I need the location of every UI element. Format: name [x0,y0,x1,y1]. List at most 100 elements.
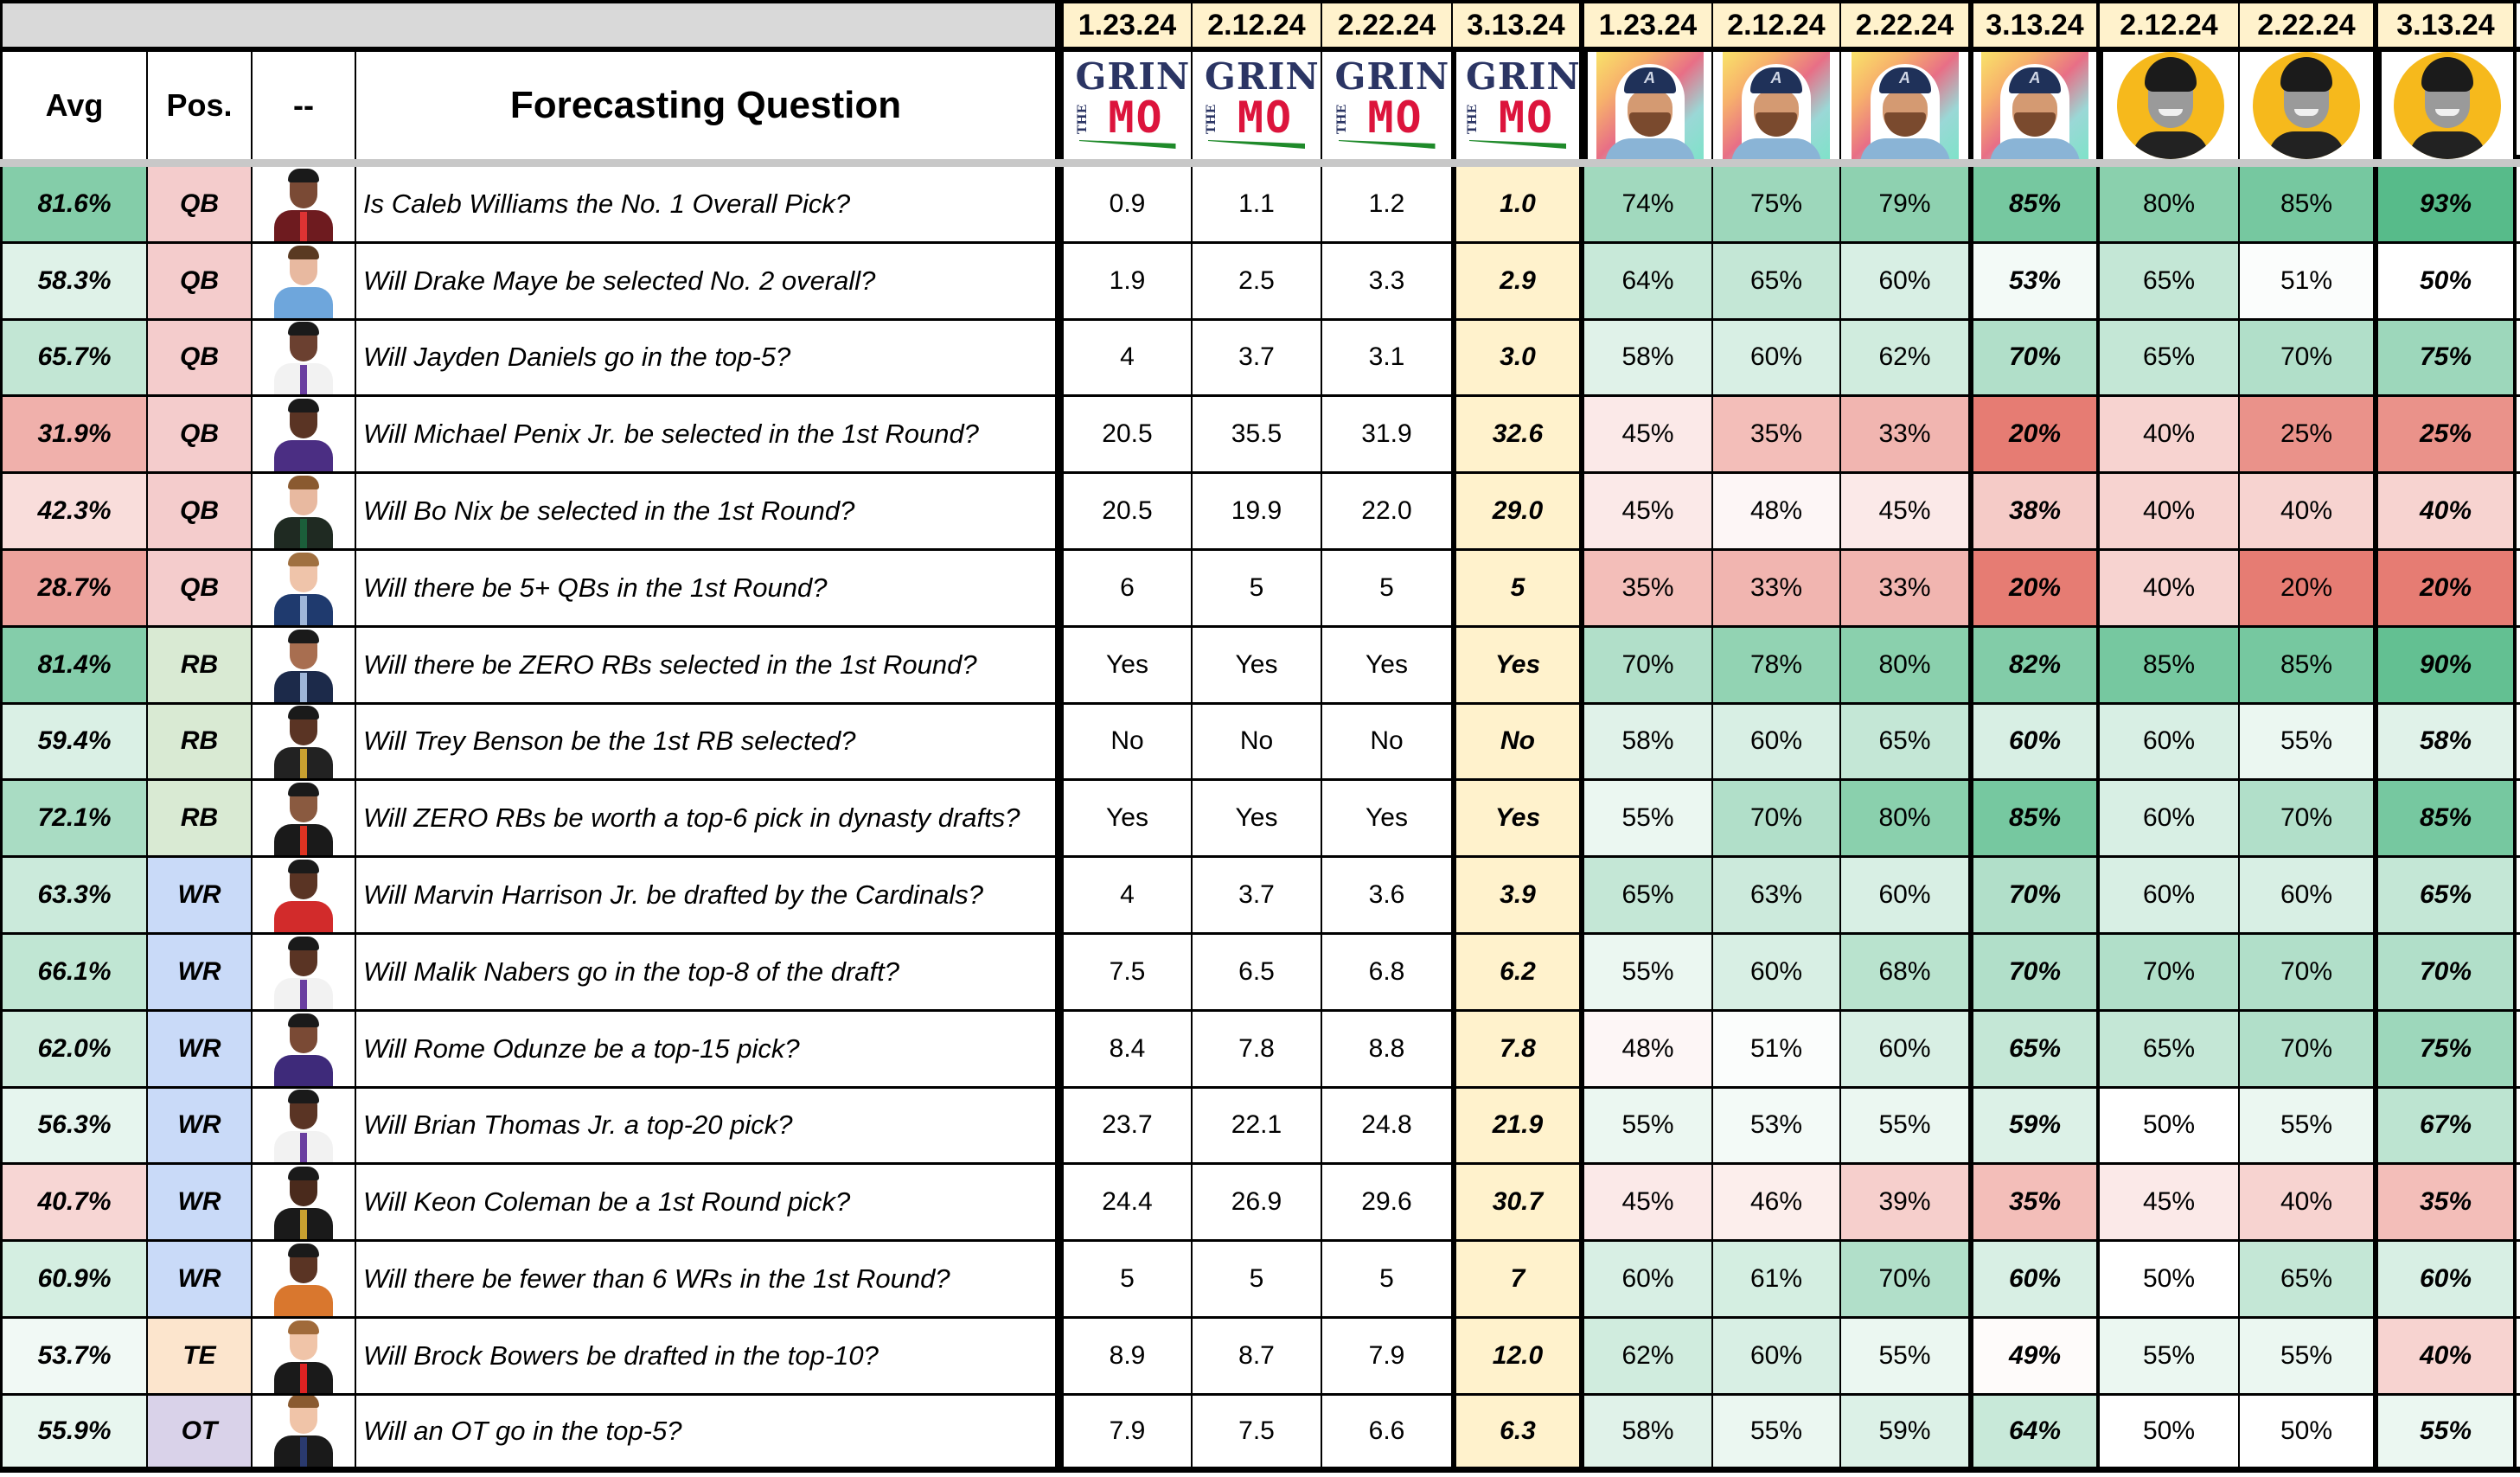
grin-estimate-cell[interactable]: 6.6 [1322,1395,1453,1467]
forecaster-c-probability[interactable]: 90% [2378,627,2517,702]
forecaster-b-probability[interactable]: 75% [1713,167,1841,241]
forecaster-b-probability[interactable]: 58% [1584,1395,1713,1467]
forecaster-c-probability[interactable]: 85% [2100,627,2240,702]
grin-estimate-cell[interactable]: 8.7 [1193,1318,1322,1393]
forecaster-b-probability[interactable]: 45% [1841,474,1970,548]
forecaster-b-probability[interactable]: 51% [1713,1011,1841,1086]
forecaster-b-probability[interactable]: 55% [1584,1088,1713,1163]
grin-estimate-cell[interactable]: 23.7 [1060,1088,1193,1163]
forecaster-c-probability[interactable]: 55% [2240,1318,2378,1393]
grin-estimate-cell[interactable]: 3.9 [1453,858,1584,932]
forecast-question[interactable]: Will Brian Thomas Jr. a top-20 pick? [356,1088,1060,1163]
forecaster-b-probability[interactable]: 78% [1713,627,1841,702]
grin-estimate-cell[interactable]: No [1060,704,1193,779]
forecaster-c-probability[interactable]: 40% [2378,1318,2517,1393]
grin-estimate-cell[interactable]: 22.0 [1322,474,1453,548]
forecaster-c-probability[interactable]: 50% [2240,1395,2378,1467]
grin-estimate-cell[interactable]: 35.5 [1193,397,1322,472]
forecaster-c-probability[interactable]: 50% [2378,243,2517,318]
forecaster-b-probability[interactable]: 55% [1584,781,1713,856]
forecaster-avatar-cell[interactable] [2378,52,2517,159]
grin-estimate-cell[interactable]: No [1453,704,1584,779]
forecaster-c-probability[interactable]: 20% [2378,550,2517,625]
forecaster-c-probability[interactable]: 60% [2240,858,2378,932]
forecast-question[interactable]: Will Drake Maye be selected No. 2 overal… [356,243,1060,318]
grin-estimate-cell[interactable]: 2.9 [1453,243,1584,318]
forecaster-b-probability[interactable]: 70% [1713,781,1841,856]
forecaster-avatar-cell[interactable]: A [1970,52,2100,159]
forecast-question[interactable]: Will Marvin Harrison Jr. be drafted by t… [356,858,1060,932]
forecaster-c-probability[interactable]: 65% [2100,1011,2240,1086]
forecaster-b-probability[interactable]: 38% [1970,474,2100,548]
grin-estimate-cell[interactable]: 3.6 [1322,858,1453,932]
grin-estimate-cell[interactable]: 2.5 [1193,243,1322,318]
grin-estimate-cell[interactable]: No [1322,704,1453,779]
grin-estimate-cell[interactable]: Yes [1453,781,1584,856]
forecast-question[interactable]: Will Rome Odunze be a top-15 pick? [356,1011,1060,1086]
forecaster-b-probability[interactable]: 70% [1584,627,1713,702]
forecaster-b-probability[interactable]: 60% [1584,1242,1713,1316]
grin-estimate-cell[interactable]: 5 [1453,550,1584,625]
forecaster-avatar-cell[interactable]: GRIN THE MO [1060,52,1193,159]
forecast-question[interactable]: Will Malik Nabers go in the top-8 of the… [356,934,1060,1009]
forecaster-b-probability[interactable]: 58% [1584,320,1713,395]
grin-estimate-cell[interactable]: Yes [1322,627,1453,702]
forecaster-b-probability[interactable]: 59% [1970,1088,2100,1163]
forecaster-b-probability[interactable]: 65% [1713,243,1841,318]
forecaster-c-probability[interactable]: 51% [2240,243,2378,318]
forecaster-b-probability[interactable]: 53% [1970,243,2100,318]
grin-estimate-cell[interactable]: 1.0 [1453,167,1584,241]
date-header[interactable]: 3.13.24 [1970,3,2100,47]
position-header[interactable]: Pos. [148,52,253,159]
forecast-question[interactable]: Will Bo Nix be selected in the 1st Round… [356,474,1060,548]
forecaster-b-probability[interactable]: 64% [1970,1395,2100,1467]
forecaster-avatar-cell[interactable]: A [1713,52,1841,159]
forecaster-c-probability[interactable]: 20% [2240,550,2378,625]
forecaster-c-probability[interactable]: 55% [2378,1395,2517,1467]
forecaster-c-probability[interactable]: 85% [2240,627,2378,702]
grin-estimate-cell[interactable]: 29.0 [1453,474,1584,548]
grin-estimate-cell[interactable]: 4 [1060,320,1193,395]
forecast-question[interactable]: Will Michael Penix Jr. be selected in th… [356,397,1060,472]
date-header[interactable]: 2.12.24 [2100,3,2240,47]
forecast-question[interactable]: Will an OT go in the top-5? [356,1395,1060,1467]
forecaster-c-probability[interactable]: 65% [2100,243,2240,318]
grin-estimate-cell[interactable]: 32.6 [1453,397,1584,472]
forecaster-c-probability[interactable]: 40% [2100,474,2240,548]
grin-estimate-cell[interactable]: 3.7 [1193,320,1322,395]
grin-estimate-cell[interactable]: 3.3 [1322,243,1453,318]
question-header[interactable]: Forecasting Question [356,52,1060,159]
forecaster-c-probability[interactable]: 40% [2240,1165,2378,1240]
forecast-question[interactable]: Is Caleb Williams the No. 1 Overall Pick… [356,167,1060,241]
date-header[interactable]: 2.22.24 [2240,3,2378,47]
date-header[interactable]: 3.13.24 [1453,3,1584,47]
grin-estimate-cell[interactable]: 21.9 [1453,1088,1584,1163]
forecaster-avatar-cell[interactable] [2240,52,2378,159]
grin-estimate-cell[interactable]: 29.6 [1322,1165,1453,1240]
forecaster-b-probability[interactable]: 60% [1841,858,1970,932]
forecaster-b-probability[interactable]: 70% [1841,1242,1970,1316]
forecaster-b-probability[interactable]: 64% [1584,243,1713,318]
grin-estimate-cell[interactable]: 6 [1060,550,1193,625]
forecaster-b-probability[interactable]: 33% [1841,550,1970,625]
date-header[interactable]: 3.13.24 [2378,3,2517,47]
forecaster-b-probability[interactable]: 60% [1970,704,2100,779]
grin-estimate-cell[interactable]: 7.8 [1193,1011,1322,1086]
forecaster-b-probability[interactable]: 70% [1970,934,2100,1009]
grin-estimate-cell[interactable]: 4 [1060,858,1193,932]
grin-estimate-cell[interactable]: 3.1 [1322,320,1453,395]
forecaster-b-probability[interactable]: 60% [1970,1242,2100,1316]
grin-estimate-cell[interactable]: 1.9 [1060,243,1193,318]
grin-estimate-cell[interactable]: 19.9 [1193,474,1322,548]
grin-estimate-cell[interactable]: 30.7 [1453,1165,1584,1240]
date-header[interactable]: 1.23.24 [1584,3,1713,47]
forecaster-b-probability[interactable]: 60% [1841,243,1970,318]
forecaster-b-probability[interactable]: 55% [1841,1088,1970,1163]
forecaster-c-probability[interactable]: 25% [2378,397,2517,472]
forecaster-c-probability[interactable]: 40% [2240,474,2378,548]
grin-estimate-cell[interactable]: 5 [1193,550,1322,625]
date-header[interactable]: 2.22.24 [1841,3,1970,47]
grin-estimate-cell[interactable]: 1.2 [1322,167,1453,241]
grin-estimate-cell[interactable]: Yes [1193,781,1322,856]
forecaster-b-probability[interactable]: 48% [1584,1011,1713,1086]
